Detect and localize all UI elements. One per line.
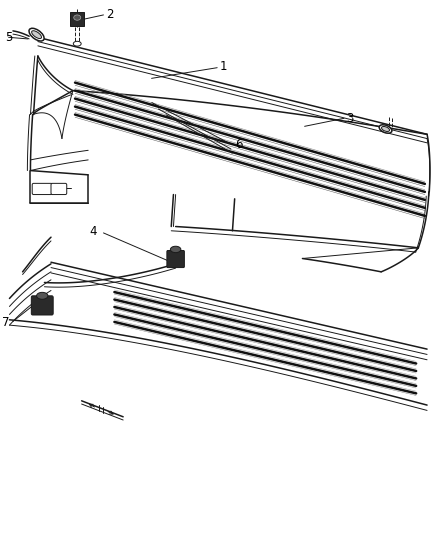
- Ellipse shape: [74, 15, 81, 20]
- FancyBboxPatch shape: [167, 251, 184, 268]
- Ellipse shape: [36, 292, 48, 300]
- FancyBboxPatch shape: [32, 183, 52, 195]
- Text: 2: 2: [106, 9, 113, 21]
- Ellipse shape: [379, 125, 392, 133]
- Ellipse shape: [29, 28, 44, 41]
- Text: 5: 5: [5, 31, 12, 44]
- Text: 3: 3: [346, 112, 353, 125]
- Ellipse shape: [170, 246, 181, 253]
- FancyBboxPatch shape: [32, 296, 53, 315]
- Text: 7: 7: [2, 316, 10, 329]
- Text: 1: 1: [219, 60, 227, 73]
- FancyBboxPatch shape: [70, 12, 84, 26]
- Ellipse shape: [32, 31, 42, 38]
- FancyBboxPatch shape: [51, 183, 67, 195]
- Text: 6: 6: [235, 139, 242, 151]
- Ellipse shape: [73, 41, 81, 46]
- Text: 4: 4: [89, 225, 97, 238]
- Ellipse shape: [381, 126, 389, 132]
